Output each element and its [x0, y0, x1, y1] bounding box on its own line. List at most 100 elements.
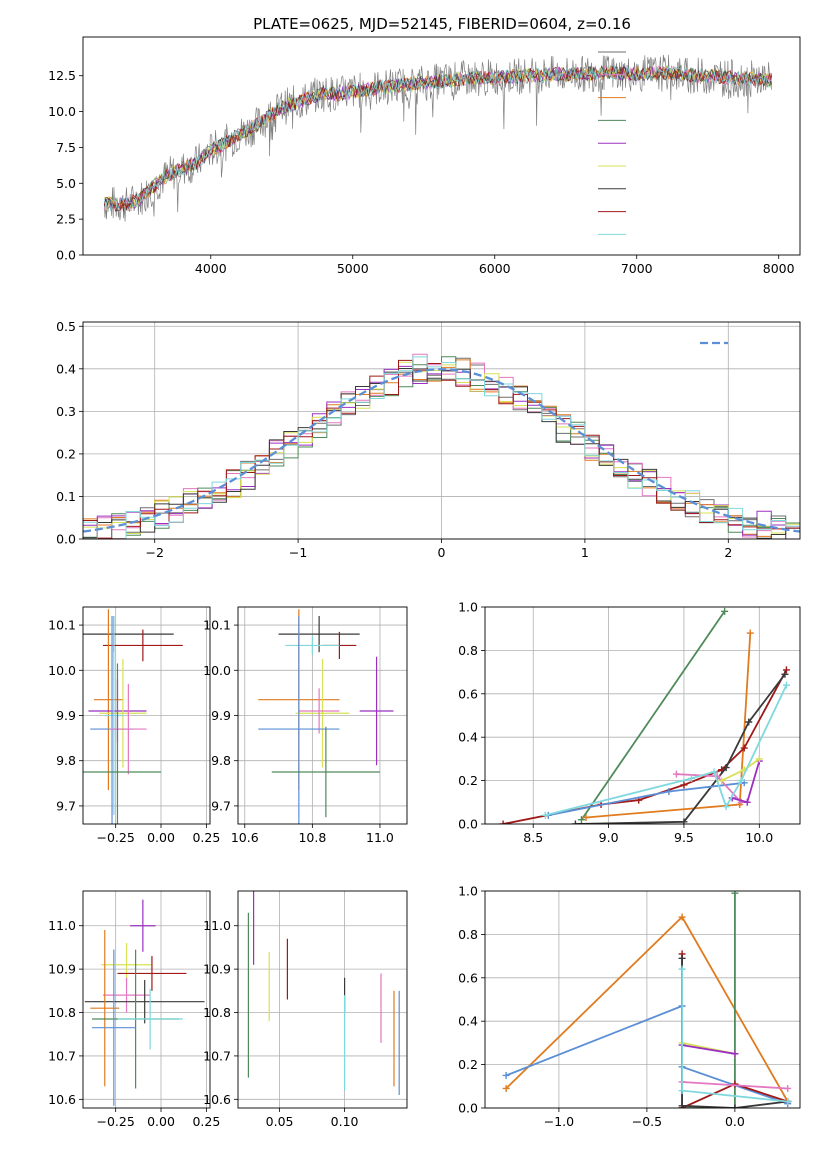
weight-marker [678, 1102, 686, 1108]
x-tick-label: 6000 [479, 261, 511, 276]
weight-marker [755, 755, 763, 763]
y-tick-label: 10.0 [48, 663, 76, 678]
histograms [83, 353, 800, 539]
x-tick-label: 7000 [621, 261, 653, 276]
error-bar [278, 616, 360, 653]
weight-marker [680, 781, 688, 789]
x-tick-label: 4000 [195, 261, 227, 276]
weight-marker [781, 670, 789, 678]
error-bar [258, 616, 340, 824]
weight-marker [746, 629, 754, 637]
error-bars [83, 609, 183, 824]
weight-vs-age-plot: 8.5 9.0 9.5 10.0 0.0 0.2 0.4 0.6 0.8 1.0 [458, 600, 801, 845]
y-tick-label: 0.6 [458, 970, 478, 985]
x-tick-label: −2 [145, 545, 163, 560]
weight-marker [731, 1104, 739, 1108]
x-tick-label: 0.05 [266, 1114, 294, 1129]
weight-marker [678, 954, 686, 962]
plot-frame [82, 321, 801, 540]
y-tick-label: 9.9 [211, 708, 231, 723]
weight-marker [740, 744, 748, 752]
mass-vs-metallicity-plot: −0.25 0.00 0.25 10.6 10.7 10.8 10.9 11.0 [48, 890, 220, 1129]
x-tick-label: 10.6 [231, 830, 259, 845]
mass-vs-extinction-plot: 0.05 0.10 10.6 10.7 10.8 10.9 11.0 [203, 890, 408, 1129]
y-tick-label: 11.0 [48, 918, 76, 933]
y-tick-label: 5.0 [56, 176, 76, 191]
normal-curve [83, 368, 800, 533]
plot-frame [82, 890, 211, 1109]
error-bar [117, 988, 183, 1050]
weight-marker [721, 607, 729, 615]
weight-marker [502, 1084, 510, 1092]
y-tick-label: 11.0 [203, 918, 231, 933]
error-bar [90, 930, 120, 1087]
y-tick-label: 0.4 [56, 361, 76, 376]
error-bar [99, 658, 147, 768]
error-bar [130, 899, 156, 952]
y-tick-label: 10.0 [203, 663, 231, 678]
y-tick-label: 0.8 [458, 643, 478, 658]
error-bar [285, 636, 340, 655]
x-tick-label: −1 [289, 545, 307, 560]
x-tick-label: 9.0 [599, 830, 619, 845]
y-tick-label: 10.9 [203, 962, 231, 977]
y-tick-label: 0.4 [458, 730, 478, 745]
error-bar [117, 956, 187, 991]
weight-vs-metallicity-plot: −1.0 −0.5 0.0 0.0 0.2 0.4 0.6 0.8 1.0 [458, 884, 801, 1129]
y-tick-label: 10.7 [203, 1048, 231, 1063]
y-tick-label: 0.2 [56, 446, 76, 461]
weight-line [548, 781, 745, 817]
x-tick-label: 0 [438, 545, 446, 560]
x-tick-label: 10.0 [745, 830, 773, 845]
y-tick-label: 9.7 [56, 798, 76, 813]
y-tick-label: 10.1 [203, 618, 231, 633]
x-tick-label: 2 [724, 545, 732, 560]
residual-histogram-plot: −2 −1 0 1 2 0.0 0.1 0.2 0.3 0.4 0.5 [56, 319, 801, 560]
y-tick-label: 0.2 [458, 1057, 478, 1072]
weight-line [580, 610, 726, 821]
weight-marker [718, 777, 726, 785]
weight-marker [782, 666, 790, 674]
y-tick-label: 0.1 [56, 489, 76, 504]
spectrum-lines [103, 54, 772, 222]
error-bar [92, 949, 136, 1106]
weight-line [681, 1044, 736, 1055]
error-bars [258, 609, 394, 824]
x-tick-label: 0.10 [331, 1114, 359, 1129]
x-tick-label: 0.0 [725, 1114, 745, 1129]
y-tick-label: 10.7 [48, 1048, 76, 1063]
data-spectrum-line [103, 54, 772, 222]
weight-line [575, 673, 786, 824]
y-tick-label: 0.4 [458, 1014, 478, 1029]
model-spectrum-line [103, 66, 772, 212]
weight-line [682, 893, 736, 1108]
x-tick-label: 10.8 [298, 830, 326, 845]
age-vs-metallicity-plot: −0.25 0.00 0.25 9.7 9.8 9.9 10.0 10.1 [48, 606, 220, 845]
weight-marker [571, 820, 579, 824]
x-tick-label: 8.5 [523, 830, 543, 845]
y-tick-label: 0.6 [458, 686, 478, 701]
y-tick-label: 0.8 [458, 927, 478, 942]
plot-frame [82, 36, 801, 256]
weight-marker [731, 1080, 739, 1088]
x-tick-label: −1.0 [544, 1114, 574, 1129]
weight-marker [582, 813, 590, 821]
age-vs-mass-plot: 10.6 10.8 11.0 9.7 9.8 9.9 10.0 10.1 [203, 606, 408, 845]
weight-marker [731, 1050, 739, 1058]
y-tick-label: 9.7 [211, 798, 231, 813]
weight-marker [782, 681, 790, 689]
y-tick-label: 7.5 [56, 140, 76, 155]
error-bar [84, 979, 205, 1024]
x-tick-label: 0.25 [192, 1114, 220, 1129]
error-bar [359, 656, 394, 766]
y-tick-label: 0.5 [56, 319, 76, 334]
weight-marker [722, 764, 730, 772]
y-tick-label: 0.3 [56, 404, 76, 419]
y-tick-label: 10.6 [203, 1092, 231, 1107]
error-bar [110, 683, 147, 775]
error-bars [247, 891, 400, 1095]
weight-marker [577, 816, 585, 824]
weight-marker [743, 798, 751, 806]
y-tick-label: 2.5 [56, 212, 76, 227]
weight-line [545, 684, 788, 817]
